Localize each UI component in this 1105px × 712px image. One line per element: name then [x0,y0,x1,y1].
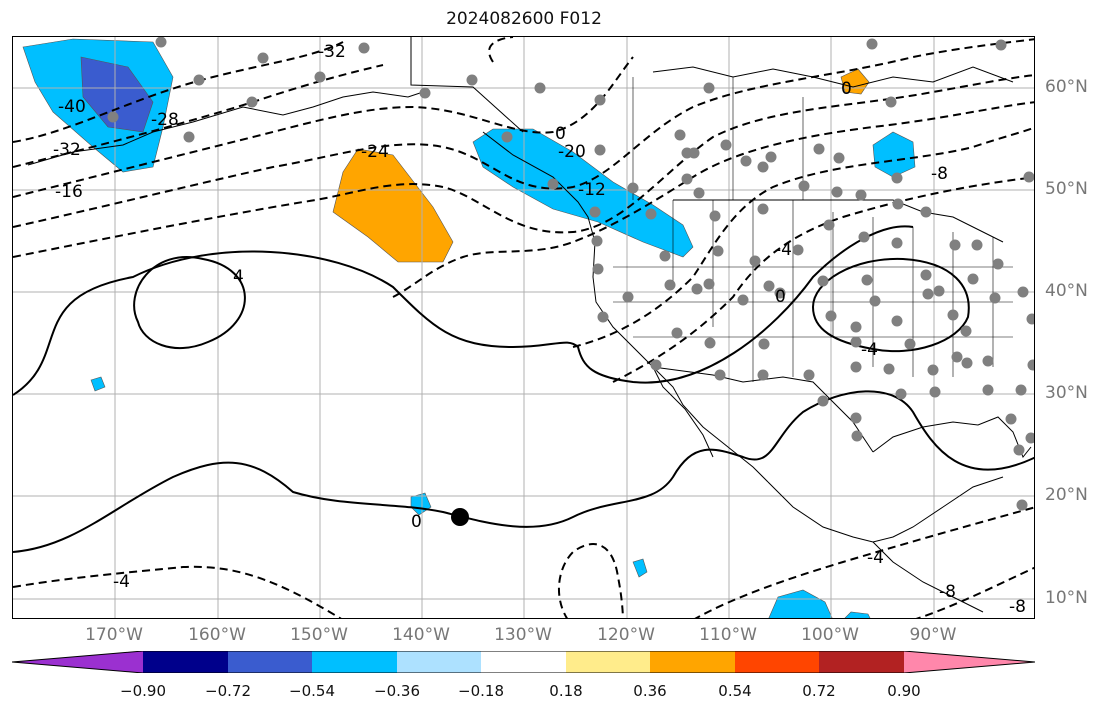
colorbar-tick: 0.72 [802,682,836,700]
shade-south-light [768,589,833,618]
colorbar-tick: −0.18 [458,682,504,700]
map-canvas: -32 -40 -32 -28 -16 -24 -20 -12 -8 0 0 0… [13,37,1034,618]
state-borders [613,77,1013,382]
colorbar-segment [143,651,228,673]
contour-label: -4 [867,548,884,568]
map-gridlines [13,37,1034,618]
contour-label: -32 [318,42,346,62]
colorbar-segment [566,651,650,673]
contour-label: -4 [861,340,878,360]
colorbar-segment [228,651,312,673]
contour-label: -8 [939,582,956,602]
coast-alaska [27,91,424,166]
contour-zero-tropic [13,390,1034,553]
contour-label: -24 [361,142,389,162]
lat-label: 50°N [1045,179,1088,199]
contour-label: 0 [775,287,786,307]
colorbar-tick: −0.36 [374,682,420,700]
lon-label: 110°W [699,625,757,645]
coast-centam [872,541,984,613]
colorbar-tick: 0.36 [633,682,667,700]
colorbar-segment [312,651,397,673]
colorbar [12,651,1035,673]
contour-label: -40 [58,97,86,117]
contour-label: -16 [55,182,83,202]
border-us-canada [673,199,1004,243]
lat-label: 10°N [1045,588,1088,608]
colorbar-segment [650,651,735,673]
lat-label: 30°N [1045,383,1088,403]
colorbar-segment [819,651,904,673]
colorbar-tick: −0.90 [120,682,166,700]
shaded-anomalies [22,38,916,618]
colorbar-tick: 0.18 [549,682,583,700]
colorbar-segment [397,651,481,673]
shade-bc-light [472,128,694,258]
lon-label: 160°W [188,625,246,645]
contour-label: -28 [151,110,179,130]
colorbar-tick: −0.72 [205,682,251,700]
contour-label: -32 [53,140,81,160]
shade-south-light-2 [844,611,871,618]
lon-label: 140°W [392,625,450,645]
lat-label: 40°N [1045,281,1088,301]
shade-alaska-dark [80,56,154,133]
lon-label: 90°W [909,625,957,645]
border-alaska-canada [410,37,524,133]
shade-tropic-light-1 [90,376,106,392]
contour-label: 0 [555,124,566,144]
contour-zero-main [13,225,914,396]
contour-label: -4 [775,240,792,260]
coast-hudson [652,66,1014,88]
contour-label: -8 [1009,597,1026,617]
contour-label: 0 [411,512,422,532]
lon-label: 130°W [494,625,552,645]
contour-four-us [811,257,970,353]
lon-label: 120°W [597,625,655,645]
contour-labels: -32 -40 -32 -28 -16 -24 -20 -12 -8 0 0 0… [53,42,1026,617]
lon-label: 170°W [85,625,143,645]
colorbar-segment [904,651,1035,673]
coast-baja [652,366,714,458]
coast-mexico-gulf [767,476,1004,543]
colorbar-segment [481,651,566,673]
dashed-contours [13,37,1034,618]
colorbar-tick: 0.54 [718,682,752,700]
colorbar-tick: −0.54 [289,682,335,700]
lat-label: 60°N [1045,77,1088,97]
lon-label: 100°W [801,625,859,645]
lon-label: 150°W [290,625,348,645]
map-panel[interactable]: -32 -40 -32 -28 -16 -24 -20 -12 -8 0 0 0… [12,36,1035,619]
contour-label: -8 [931,164,948,184]
shade-tropic-light-3 [632,558,648,578]
solid-contours [13,225,1034,553]
colorbar-tick: 0.90 [887,682,921,700]
shade-gulf-orange [332,148,454,263]
contour-label: 0 [841,79,852,99]
forecast-point-marker [451,508,469,526]
colorbar-segment [12,651,143,673]
contour-label: -4 [113,572,130,592]
contour-label: -12 [578,180,606,200]
contour-four-north [133,256,246,350]
coast-west-na [482,131,769,483]
shade-quebec-light [872,131,916,178]
lat-label: 20°N [1045,485,1088,505]
contour-label: -20 [558,142,586,162]
station-markers [107,37,1034,511]
contour-label: 4 [233,267,244,287]
colorbar-segment [735,651,819,673]
map-title: 2024082600 F012 [446,9,602,29]
